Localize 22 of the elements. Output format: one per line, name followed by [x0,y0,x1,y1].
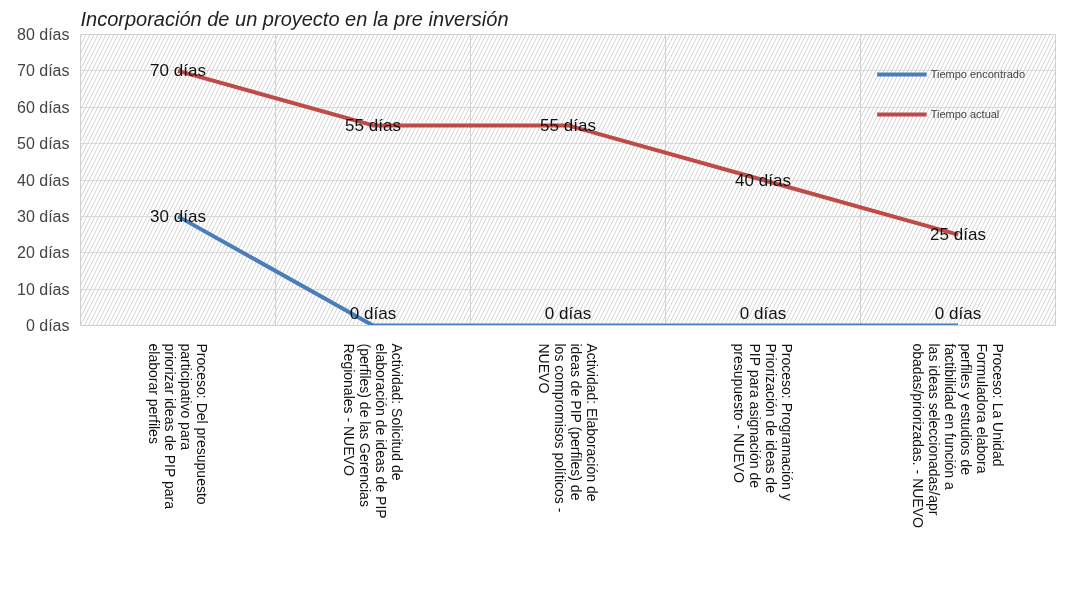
x-tick-label: Actividad: Elaboración de ideas de PIP (perfiles) de los compromisos políticos - NUEVO [536,343,600,513]
data-label: 0 días [739,303,787,323]
data-label: 0 días [934,303,982,323]
y-tick-label: 50 días [17,135,70,153]
legend-label: Tiempo encontrado [930,68,1025,80]
data-label: 25 días [930,225,986,245]
y-tick-label: 0 días [25,317,70,334]
data-label: 30 días [150,206,206,226]
data-label: 0 días [544,303,592,323]
y-tick-label: 20 días [17,244,70,262]
y-tick-label: 10 días [17,280,70,298]
y-tick-label: 70 días [17,62,70,80]
y-tick-label: 60 días [17,98,70,116]
y-tick-label: 30 días [17,207,70,225]
y-tick-label: 40 días [17,171,70,189]
legend-label: Tiempo actual [930,108,1000,120]
y-tick-label: 80 días [17,26,70,43]
x-tick-label: Actividad: Solicitud de elaboración de ideas de PIP (perfiles) de las Gerencias Regionales - NUEVO [341,343,405,519]
chart-title: Incorporación de un proyecto en la pre inversión [80,7,509,30]
x-tick-label: Proceso: Programación y Priorización de ideas de PIP para asignación de presupuesto - NUEVO [731,343,795,501]
data-label: 55 días [345,115,401,135]
x-tick-label: Proceso: Del presupuesto participativo para priorizar ideas de PIP para elaborar perfiles [146,343,210,510]
